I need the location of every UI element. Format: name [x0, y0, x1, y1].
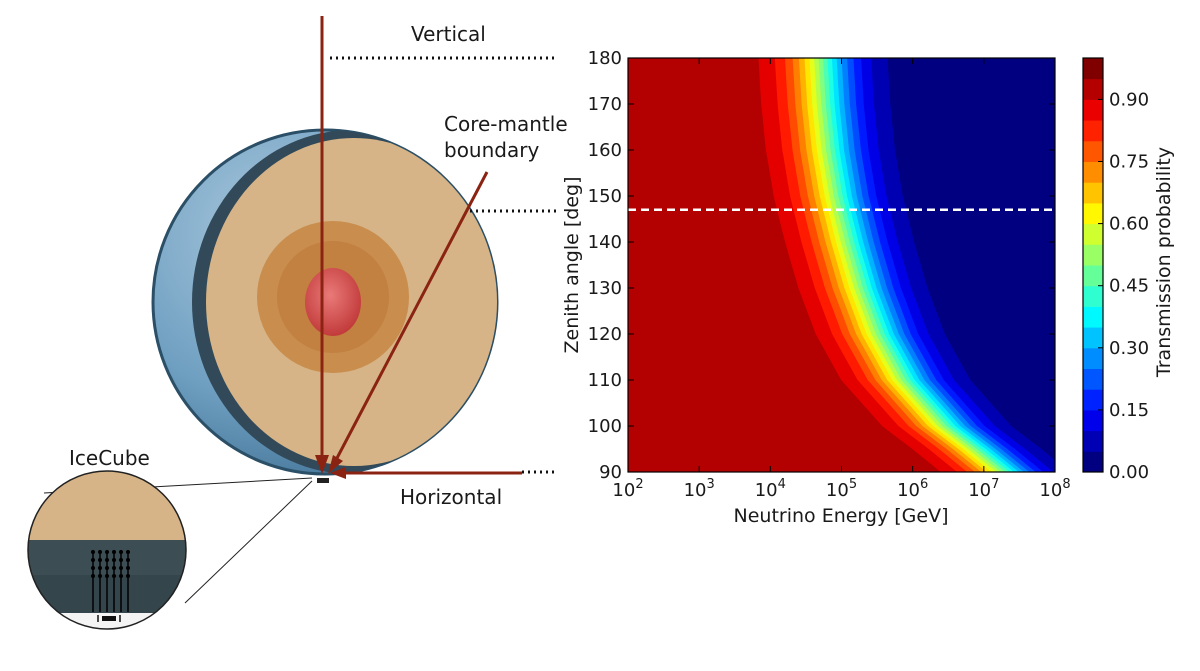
colorbar-band-19 [1083, 58, 1103, 80]
y-tick-label-9: 180 [588, 48, 622, 69]
colorbar-band-17 [1083, 99, 1103, 121]
colorbar-band-5 [1083, 347, 1103, 369]
colorbar: 0.00 0.15 0.30 0.45 0.60 0.75 0.90 Transmissio… [1082, 57, 1175, 483]
colorbar-label: Transmission probability [1153, 147, 1175, 378]
colorbar-tick-label-1: 0.15 [1109, 400, 1149, 421]
colorbar-band-4 [1083, 368, 1103, 390]
colorbar-tick-label-0: 0.00 [1109, 462, 1149, 483]
y-tick-label-2: 110 [588, 370, 622, 391]
y-tick-label-4: 130 [588, 278, 622, 299]
contour-band-19 [628, 58, 941, 472]
colorbar-band-14 [1083, 161, 1103, 183]
colorbar-band-12 [1083, 202, 1103, 225]
y-tick-label-6: 150 [588, 186, 622, 207]
detector-marker [317, 478, 329, 483]
colorbar-frame [1082, 57, 1104, 473]
vertical-label: Vertical [411, 22, 486, 46]
earth-cutaway [192, 130, 497, 474]
colorbar-tick-label-5: 0.75 [1109, 152, 1149, 173]
icecube-inset [27, 470, 187, 630]
diagonal-path-line [334, 171, 489, 461]
colorbar-band-15 [1083, 140, 1103, 162]
colorbar-band-3 [1083, 389, 1103, 411]
x-tick-label-2: 104 [755, 477, 786, 501]
colorbar-band-18 [1083, 78, 1103, 100]
inset-frame [27, 470, 187, 630]
colorbar-tick-label-6: 0.90 [1109, 89, 1149, 110]
colorbar-band-10 [1083, 244, 1103, 266]
x-axis-title: Neutrino Energy [GeV] [734, 505, 949, 527]
colorbar-band-9 [1083, 265, 1103, 287]
y-axis-title: Zenith angle [deg] [561, 177, 583, 354]
core-mantle-label-line1: Core-mantle [444, 112, 568, 136]
colorbar-band-11 [1083, 223, 1103, 245]
x-tick-label-1: 103 [684, 477, 715, 501]
y-tick-label-3: 120 [588, 324, 622, 345]
detector-modules [91, 550, 130, 578]
y-tick-label-1: 100 [588, 416, 622, 437]
colorbar-bands [1083, 58, 1103, 473]
inner-core-layer [305, 268, 361, 336]
y-tick-label-8: 170 [588, 94, 622, 115]
core-mantle-label-line2: boundary [444, 138, 539, 162]
surface-lab [97, 615, 121, 622]
x-tick-label-0: 102 [612, 477, 643, 501]
transmission-chart: 102 103 104 105 106 107 108 901001101201301401… [561, 48, 1071, 527]
colorbar-tick-label-3: 0.45 [1109, 276, 1149, 297]
y-tick-label-0: 90 [599, 462, 622, 483]
colorbar-band-13 [1083, 182, 1103, 204]
vertical-arrowhead [315, 455, 329, 474]
zoom-line-lower [184, 480, 313, 604]
x-tick-label-4: 106 [897, 477, 928, 501]
x-tick-label-6: 108 [1039, 477, 1070, 501]
y-tick-label-5: 140 [588, 232, 622, 253]
earth-illustration [151, 128, 499, 476]
y-tick-label-7: 160 [588, 140, 622, 161]
colorbar-band-7 [1083, 306, 1103, 328]
colorbar-ticks: 0.00 0.15 0.30 0.45 0.60 0.75 0.90 [1098, 89, 1149, 483]
colorbar-tick-label-2: 0.30 [1109, 338, 1149, 359]
horizontal-label: Horizontal [400, 485, 502, 509]
diagonal-arrowhead [328, 455, 343, 474]
x-tick-label-3: 105 [826, 477, 857, 501]
y-axis: 90 100 110 120 130 140 150 160 170 180 [588, 48, 1055, 483]
colorbar-band-8 [1083, 285, 1103, 307]
horizontal-arrowhead [330, 467, 346, 479]
guide-lines [330, 56, 557, 474]
colorbar-tick-label-4: 0.60 [1109, 214, 1149, 235]
colorbar-band-16 [1083, 120, 1103, 142]
icecube-label: IceCube [69, 446, 150, 470]
colorbar-band-1 [1083, 430, 1103, 452]
inset-ice-lower [28, 575, 186, 615]
x-axis: 102 103 104 105 106 107 108 [612, 58, 1071, 501]
heatmap-contours [628, 58, 1055, 472]
neutrino-arrows [315, 16, 522, 479]
colorbar-band-6 [1083, 327, 1103, 349]
x-tick-label-5: 107 [968, 477, 999, 501]
colorbar-band-2 [1083, 409, 1103, 432]
colorbar-band-0 [1083, 451, 1103, 473]
inset-rock [28, 471, 186, 541]
